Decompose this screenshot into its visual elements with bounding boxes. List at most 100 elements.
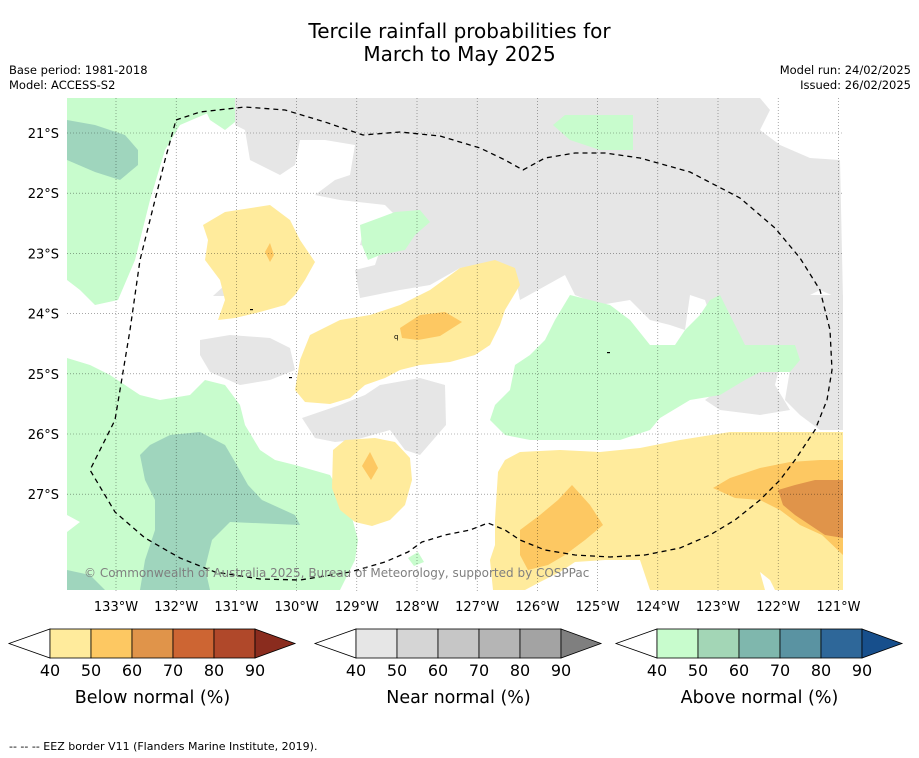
colorbar-tick-label: 70	[469, 661, 489, 680]
colorbar-tick-label: 80	[204, 661, 224, 680]
longitude-label: 128°W	[395, 600, 439, 615]
latitude-label: 26°S	[28, 428, 59, 443]
colorbar-segment	[437, 628, 480, 659]
longitude-label: 124°W	[636, 600, 680, 615]
base-period-text: Base period: 1981-2018	[9, 63, 148, 77]
colorbar-segment	[355, 628, 398, 659]
title-line-2: March to May 2025	[363, 42, 556, 66]
colorbar-title: Near normal (%)	[386, 688, 531, 708]
colorbar-extend-high	[254, 628, 297, 659]
colorbar-segment	[213, 628, 256, 659]
near-normal-region	[235, 98, 843, 415]
colorbar-segment	[396, 628, 439, 659]
colorbar-legends: 40 50 60 70 80 90 Below normal (%) 40 50 60 70 80 90…	[7, 628, 904, 708]
colorbar-tick-label: 90	[245, 661, 265, 680]
latitude-label: 24°S	[28, 308, 59, 323]
title-line-1: Tercile rainfall probabilities for	[308, 19, 611, 43]
near-normal-region	[302, 378, 446, 455]
colorbar-title: Above normal (%)	[681, 688, 839, 708]
issued-text: Issued: 26/02/2025	[800, 78, 911, 92]
near-normal-region	[200, 335, 295, 385]
near-normal-region	[778, 295, 843, 430]
model-text: Model: ACCESS-S2	[9, 78, 116, 92]
speck-mark	[607, 352, 610, 354]
above-normal-region	[140, 432, 300, 590]
colorbar-segment	[49, 628, 92, 659]
colorbar-segment	[519, 628, 562, 659]
longitude-labels: 133°W 132°W 131°W 130°W 129°W 128°W 127°W 126°W…	[94, 600, 861, 615]
colorbar-segment	[131, 628, 174, 659]
colorbar-segment	[172, 628, 215, 659]
colorbar-tick-label: 40	[346, 661, 366, 680]
map-figure: q © Commonwealth of Australia 2025, Bure…	[7, 98, 904, 708]
above-colorbar: 40 50 60 70 80 90 Above normal (%)	[614, 628, 904, 708]
speck-mark: q	[394, 333, 398, 341]
latitude-label: 21°S	[28, 127, 59, 142]
colorbar-tick-label: 90	[551, 661, 571, 680]
colorbar-tick-label: 70	[770, 661, 790, 680]
latitude-label: 23°S	[28, 247, 59, 262]
colorbar-title: Below normal (%)	[75, 688, 230, 708]
colorbar-extend-low	[7, 628, 51, 659]
colorbar-tick-label: 80	[811, 661, 831, 680]
colorbar-tick-label: 40	[40, 661, 60, 680]
longitude-label: 126°W	[515, 600, 559, 615]
map-title: Tercile rainfall probabilities for March…	[0, 20, 919, 66]
colorbar-tick-label: 60	[729, 661, 749, 680]
colorbar-segment	[738, 628, 781, 659]
no-signal-patch	[67, 515, 80, 532]
colorbar-extend-high	[861, 628, 904, 659]
latitude-label: 25°S	[28, 368, 59, 383]
map-plot-area: q	[67, 98, 843, 591]
speck-mark	[250, 309, 253, 311]
above-normal-region	[200, 98, 235, 130]
colorbar-segment	[820, 628, 863, 659]
above-normal-region	[408, 552, 424, 566]
colorbar-tick-label: 90	[852, 661, 872, 680]
longitude-label: 127°W	[455, 600, 499, 615]
longitude-label: 133°W	[94, 600, 138, 615]
colorbar-tick-label: 70	[163, 661, 183, 680]
colorbar-tick-label: 60	[428, 661, 448, 680]
colorbar-segment	[90, 628, 133, 659]
latitude-label: 27°S	[28, 488, 59, 503]
longitude-label: 129°W	[335, 600, 379, 615]
below-normal-region	[203, 205, 315, 320]
colorbar-segment	[478, 628, 521, 659]
below-normal-region	[400, 312, 462, 340]
below-normal-layer	[203, 205, 843, 590]
latitude-labels: 21°S 22°S 23°S 24°S 25°S 26°S 27°S	[28, 127, 59, 503]
above-normal-region	[67, 120, 138, 180]
meta-left: Base period: 1981-2018 Model: ACCESS-S2	[9, 63, 148, 93]
graticule	[67, 98, 843, 591]
latitude-label: 22°S	[28, 187, 59, 202]
colorbar-extend-low	[313, 628, 357, 659]
meta-right: Model run: 24/02/2025 Issued: 26/02/2025	[780, 63, 911, 93]
longitude-label: 123°W	[696, 600, 740, 615]
colorbar-segment	[656, 628, 699, 659]
speck-mark	[289, 377, 292, 379]
eez-border-line	[89, 106, 833, 581]
longitude-label: 131°W	[214, 600, 258, 615]
above-normal-layer	[67, 98, 800, 590]
above-normal-region	[67, 570, 105, 590]
model-run-text: Model run: 24/02/2025	[779, 63, 911, 77]
above-normal-region	[360, 210, 430, 260]
below-colorbar: 40 50 60 70 80 90 Below normal (%)	[7, 628, 297, 708]
colorbar-tick-label: 50	[387, 661, 407, 680]
below-normal-region	[265, 243, 274, 262]
below-normal-region	[362, 452, 378, 480]
longitude-label: 121°W	[816, 600, 860, 615]
longitude-label: 130°W	[275, 600, 319, 615]
eez-footnote: -- -- -- EEZ border V11 (Flanders Marine…	[9, 740, 318, 753]
colorbar-tick-label: 50	[81, 661, 101, 680]
above-normal-region	[553, 115, 633, 150]
colorbar-tick-label: 60	[122, 661, 142, 680]
colorbar-extend-high	[560, 628, 603, 659]
colorbar-tick-label: 40	[647, 661, 667, 680]
colorbar-segment	[697, 628, 740, 659]
longitude-label: 132°W	[154, 600, 198, 615]
colorbar-extend-low	[614, 628, 658, 659]
colorbar-tick-label: 80	[510, 661, 530, 680]
longitude-label: 125°W	[576, 600, 620, 615]
